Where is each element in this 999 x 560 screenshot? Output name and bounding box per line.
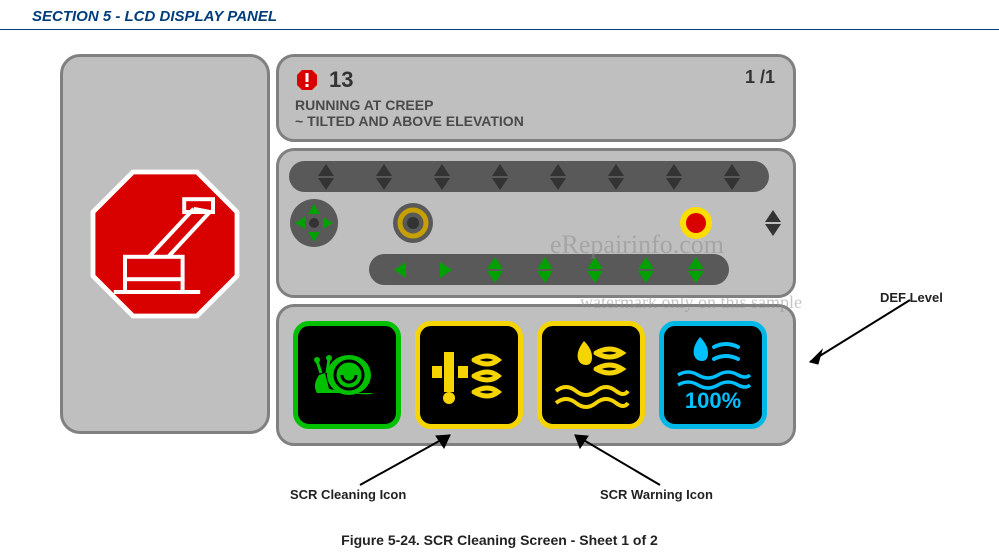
scr-warning-arrow — [560, 430, 680, 490]
status-bar: 13 1 /1 RUNNING AT CREEP ~ TILTED AND AB… — [276, 54, 796, 142]
scr-cleaning-tile — [415, 321, 523, 429]
creep-mode-tile — [293, 321, 401, 429]
bottom-arrow-row — [369, 254, 729, 285]
emergency-stop-icon — [678, 205, 714, 241]
stop-sign-icon — [85, 164, 245, 324]
scr-cleaning-icon — [426, 340, 512, 410]
status-line-2: ~ TILTED AND ABOVE ELEVATION — [295, 113, 777, 129]
def-level-percent: 100% — [685, 388, 741, 414]
alert-icon — [295, 68, 319, 92]
scr-warning-tile — [537, 321, 645, 429]
right-column: 13 1 /1 RUNNING AT CREEP ~ TILTED AND AB… — [276, 54, 796, 446]
top-arrow-row — [289, 161, 769, 192]
def-level-tile: 100% — [659, 321, 767, 429]
error-code: 13 — [329, 67, 353, 93]
figure-caption: Figure 5-24. SCR Cleaning Screen - Sheet… — [0, 532, 999, 548]
scr-warning-icon — [548, 335, 634, 415]
def-level-label: DEF Level — [880, 290, 943, 305]
scr-warning-label: SCR Warning Icon — [600, 487, 713, 502]
dial-icon — [391, 201, 435, 245]
section-header: SECTION 5 - LCD DISPLAY PANEL — [0, 0, 999, 30]
lcd-panel: 13 1 /1 RUNNING AT CREEP ~ TILTED AND AB… — [60, 54, 999, 446]
middle-controls-row — [289, 198, 789, 248]
left-warning-panel — [60, 54, 270, 434]
controls-panel — [276, 148, 796, 298]
page-indicator: 1 /1 — [745, 67, 775, 88]
icons-panel: 100% — [276, 304, 796, 446]
scr-cleaning-arrow — [350, 430, 470, 490]
dpad-icon — [289, 198, 339, 248]
def-level-icon — [670, 333, 756, 393]
scr-cleaning-label: SCR Cleaning Icon — [290, 487, 406, 502]
snail-icon — [307, 345, 387, 405]
status-line-1: RUNNING AT CREEP — [295, 97, 777, 113]
